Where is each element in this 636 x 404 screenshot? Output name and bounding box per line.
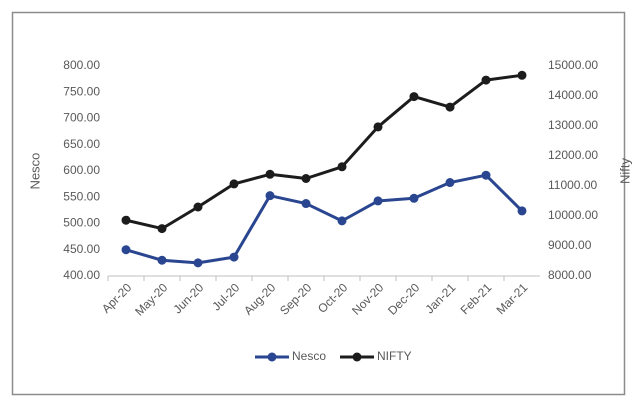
y-tick-label: 500.00: [63, 216, 100, 230]
point: [265, 191, 275, 201]
point: [121, 215, 131, 225]
point: [301, 174, 311, 183]
y2-tick-label: 8000.00: [548, 268, 592, 282]
point: [517, 206, 527, 216]
point: [445, 178, 455, 188]
point: [121, 245, 131, 255]
point: [373, 196, 383, 206]
point: [409, 193, 419, 203]
y-tick-label: 600.00: [63, 163, 100, 177]
point: [193, 258, 203, 268]
legend-label: Nesco: [292, 349, 326, 363]
y-tick-label: 550.00: [63, 189, 100, 203]
y2-tick-label: 10000.00: [548, 208, 598, 222]
legend-marker: [352, 352, 362, 362]
point: [445, 102, 455, 112]
y2-axis-label: Nifty: [617, 158, 632, 185]
point: [157, 224, 167, 234]
y-tick-label: 450.00: [63, 242, 100, 256]
point: [229, 179, 239, 189]
point: [301, 199, 311, 209]
legend-marker: [267, 352, 277, 362]
point: [229, 252, 239, 262]
point: [517, 70, 527, 80]
legend-label: NIFTY: [377, 349, 412, 363]
series-line: [125, 173, 524, 265]
y2-tick-label: 13000.00: [548, 118, 598, 132]
point: [409, 92, 419, 102]
point: [193, 202, 203, 212]
y2-tick-label: 12000.00: [548, 148, 598, 162]
point: [157, 255, 167, 265]
point: [481, 75, 491, 85]
y-tick-label: 400.00: [63, 268, 100, 282]
point: [481, 170, 491, 180]
y-tick-label: 800.00: [63, 58, 100, 72]
chart-frame: [11, 11, 626, 396]
series-line: [125, 73, 523, 231]
y2-tick-label: 14000.00: [548, 88, 598, 102]
y2-tick-label: 9000.00: [548, 238, 592, 252]
y-axis-label: Nesco: [27, 153, 42, 190]
y-tick-label: 650.00: [63, 137, 100, 151]
point: [337, 216, 347, 226]
y-tick-label: 750.00: [63, 84, 100, 98]
y2-tick-label: 11000.00: [548, 178, 597, 192]
point: [373, 122, 383, 132]
y2-tick-label: 15000.00: [548, 58, 598, 72]
point: [337, 162, 347, 172]
point: [265, 169, 275, 179]
y-tick-label: 700.00: [63, 111, 100, 125]
